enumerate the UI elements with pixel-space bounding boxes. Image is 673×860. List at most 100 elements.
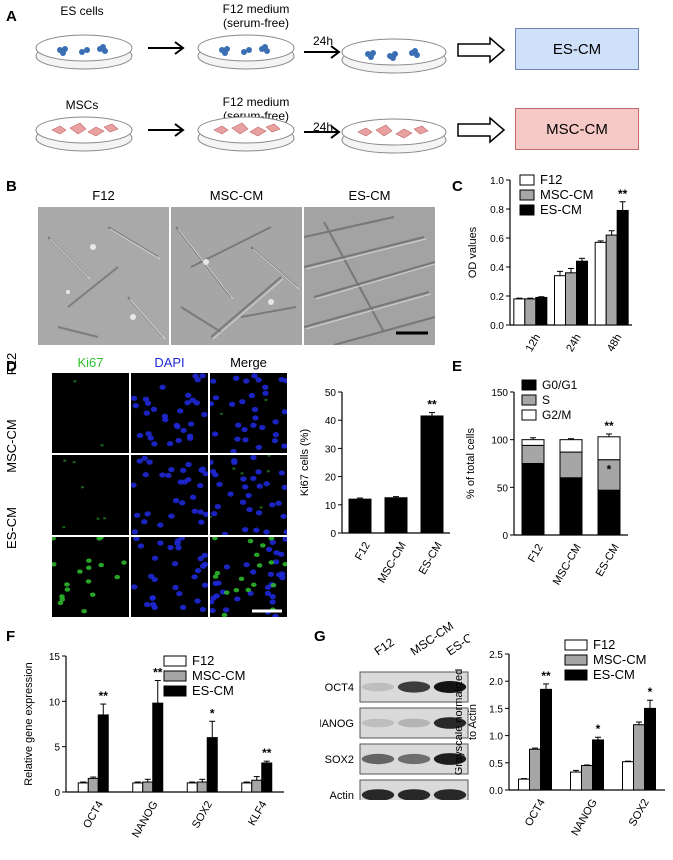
nucleus xyxy=(227,491,234,497)
bar-oct4-msc-cm xyxy=(529,748,541,791)
bar-24h-es-cm xyxy=(576,260,588,326)
micrograph-msc-cm xyxy=(171,207,302,345)
nucleus xyxy=(179,604,187,610)
y-tick-label: 150 xyxy=(491,388,508,399)
dish-es-2 xyxy=(197,34,295,70)
legend-swatch-s xyxy=(521,394,537,406)
nucleus xyxy=(282,537,287,542)
dish-msc-1 xyxy=(35,116,133,152)
ki67-signal xyxy=(57,600,64,606)
micrograph-f12 xyxy=(38,207,169,345)
row-label-msc-cm: MSC-CM xyxy=(4,419,19,473)
nucleus xyxy=(194,568,202,574)
ki67-signal xyxy=(240,472,244,475)
nucleus xyxy=(199,373,206,379)
nucleus xyxy=(216,481,223,487)
nucleus xyxy=(137,543,145,549)
nucleus xyxy=(230,448,237,453)
mscs-label: MSCs xyxy=(65,98,99,112)
fluo-dapi-msc-cm xyxy=(131,455,208,535)
nucleus xyxy=(141,455,148,461)
y-axis-label: OD values xyxy=(467,226,479,278)
fluo-image xyxy=(73,380,104,447)
ki67-signal xyxy=(100,444,104,447)
x-tick-label: 24h xyxy=(564,332,584,354)
bar-f12-value xyxy=(348,498,372,534)
nucleus xyxy=(245,492,252,499)
bar-f12-g2-m xyxy=(521,439,545,446)
bar-oct4-msc-cm xyxy=(87,777,99,793)
nucleus xyxy=(201,552,208,559)
y-tick-label: 0.5 xyxy=(489,759,503,770)
merge-header: Merge xyxy=(230,355,267,370)
y-tick-label: 0.4 xyxy=(490,263,504,274)
nucleus xyxy=(157,522,164,528)
nucleus xyxy=(214,504,222,510)
bar-48h-es-cm xyxy=(616,209,629,326)
ki67-signal xyxy=(221,612,228,617)
bar-12h-msc-cm xyxy=(524,298,537,326)
ki67-signal xyxy=(52,562,57,567)
blot-band xyxy=(361,753,395,765)
bar-nanog-msc-cm xyxy=(142,781,154,793)
dish-msc-3 xyxy=(341,118,447,154)
nucleus xyxy=(141,519,148,525)
ki67-signal xyxy=(224,590,230,595)
x-tick-label: MSC-CM xyxy=(376,540,409,585)
nucleus xyxy=(143,601,151,608)
y-tick-label: 2.0 xyxy=(489,677,503,688)
ki67-signal xyxy=(238,576,245,582)
ki67-signal xyxy=(81,609,87,614)
nucleus xyxy=(269,593,276,600)
nucleus xyxy=(269,539,276,545)
nucleus xyxy=(272,419,279,425)
legend-label: ES-CM xyxy=(593,667,635,682)
nucleus xyxy=(133,512,141,518)
y-tick-label: 1.0 xyxy=(489,732,503,743)
y-tick-label: 15 xyxy=(49,652,61,663)
y-tick-label: 0.6 xyxy=(490,234,504,245)
blot-band xyxy=(433,789,467,800)
bar-nanog-f12 xyxy=(570,771,582,791)
nucleus xyxy=(174,424,181,430)
bar-f12-s xyxy=(521,444,545,464)
legend-swatch-f12 xyxy=(519,174,535,186)
chart-g-grayscale: 0.0 0.5 1.0 1.5 2.0 2.5 Grayscale normalized to… xyxy=(455,637,665,838)
blot-band xyxy=(361,789,395,800)
nucleus xyxy=(172,498,180,504)
bar-nanog-es-cm xyxy=(152,702,164,793)
ki67-signal xyxy=(247,538,254,544)
nucleus xyxy=(243,562,250,568)
bar-es-cm-g0-g1 xyxy=(597,489,621,536)
ki67-signal xyxy=(266,469,270,473)
nucleus xyxy=(279,575,286,581)
nucleus xyxy=(250,475,257,482)
hollow-arrow-2 xyxy=(457,116,506,144)
nucleus xyxy=(191,574,198,580)
nucleus xyxy=(180,427,187,434)
significance-marker: ** xyxy=(427,398,437,412)
fluo-dapi-f12 xyxy=(131,373,208,453)
nucleus xyxy=(234,596,241,602)
nucleus xyxy=(184,400,191,406)
nucleus xyxy=(249,569,257,575)
bar-48h-msc-cm xyxy=(605,234,618,326)
legend-swatch-msc-cm xyxy=(564,654,588,666)
nucleus xyxy=(281,484,287,490)
nucleus xyxy=(131,584,138,590)
bar-oct4-es-cm xyxy=(540,688,552,791)
lane-label: F12 xyxy=(372,635,397,659)
nucleus xyxy=(278,376,285,383)
nucleus xyxy=(210,469,217,475)
nucleus xyxy=(262,384,269,390)
significance-marker: * xyxy=(596,722,601,736)
ki67-signal xyxy=(282,561,287,567)
bar-sox2-f12 xyxy=(186,782,198,793)
nucleus xyxy=(194,598,201,604)
blot-band xyxy=(433,753,467,765)
ki67-signal xyxy=(233,588,240,593)
nucleus xyxy=(281,443,287,449)
nucleus xyxy=(194,377,201,383)
y-tick-label: 50 xyxy=(325,388,337,399)
ki67-signal xyxy=(52,537,56,541)
